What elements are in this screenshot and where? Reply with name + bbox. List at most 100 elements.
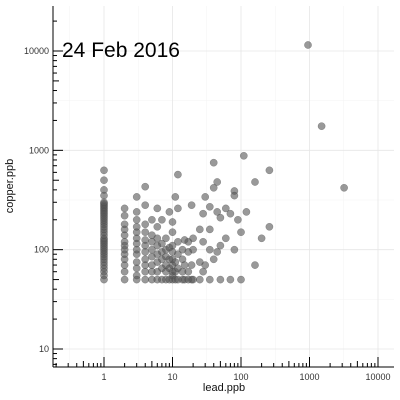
data-point [226, 275, 235, 284]
data-point [100, 198, 108, 207]
data-point [242, 208, 251, 216]
data-point [120, 211, 129, 220]
x-tick-label: 10000 [365, 372, 390, 382]
data-point [120, 275, 129, 284]
data-point [216, 213, 225, 222]
data-point [234, 215, 242, 224]
data-point [199, 267, 207, 276]
data-point [257, 234, 266, 243]
data-point [304, 41, 312, 49]
y-axis-title: copper.ppb [4, 159, 16, 213]
x-tick-labels: 1 10 100 1000 10000 [101, 372, 390, 382]
data-point [237, 228, 245, 237]
data-point [174, 250, 182, 259]
data-point [168, 228, 177, 237]
data-point [180, 261, 189, 269]
data-point [141, 228, 150, 237]
data-point [209, 183, 218, 192]
data-point [165, 208, 174, 216]
data-point [141, 275, 150, 284]
y-tick-labels: 10 100 1000 10000 [24, 46, 49, 354]
data-point [265, 166, 274, 175]
data-point [213, 178, 222, 186]
data-point [221, 234, 230, 243]
x-tick-label: 10 [167, 372, 177, 382]
data-point [216, 275, 225, 284]
data-point [230, 191, 239, 200]
y-tick-label: 10 [39, 344, 49, 354]
data-point [205, 275, 214, 284]
minor-gridlines [53, 6, 394, 367]
data-point [189, 275, 197, 284]
data-point [221, 204, 230, 213]
data-point [251, 178, 259, 186]
data-point [171, 193, 180, 201]
data-point [317, 122, 326, 131]
data-point [199, 237, 207, 246]
data-point [153, 222, 162, 231]
data-point [265, 222, 274, 231]
data-point [226, 209, 235, 218]
data-point [100, 186, 108, 194]
data-point [168, 241, 177, 250]
data-point [209, 255, 218, 264]
data-point [158, 215, 166, 224]
data-point [205, 225, 214, 234]
x-tick-label: 1 [101, 372, 106, 382]
data-point [237, 275, 245, 284]
data-point [158, 239, 166, 248]
data-point [141, 236, 150, 244]
data-point [168, 218, 177, 226]
axes [52, 6, 394, 368]
data-point [153, 234, 162, 243]
x-tick-label: 100 [233, 372, 248, 382]
data-point [189, 234, 197, 243]
data-point [132, 215, 141, 224]
chart-title: 24 Feb 2016 [62, 39, 180, 62]
data-point [141, 255, 150, 264]
data-point [199, 209, 207, 218]
data-point [213, 208, 222, 216]
data-point [100, 176, 108, 185]
data-point [132, 258, 141, 266]
data-point [230, 245, 239, 254]
data-point [205, 202, 214, 211]
y-tick-label: 1000 [29, 145, 49, 155]
data-point [201, 193, 210, 201]
y-tick-label: 10000 [24, 46, 49, 56]
data-point [132, 208, 141, 216]
data-point [184, 267, 193, 276]
data-point [141, 201, 150, 210]
data-point [187, 261, 196, 269]
data-point [209, 158, 218, 167]
data-point [100, 166, 108, 175]
data-point [120, 267, 129, 276]
data-point [141, 220, 150, 229]
data-point [148, 245, 156, 254]
x-tick-label: 1000 [299, 372, 319, 382]
data-point [141, 182, 150, 191]
data-point [195, 225, 204, 234]
data-point [174, 170, 182, 179]
data-point [195, 275, 204, 284]
data-point [201, 261, 210, 269]
data-point [162, 234, 170, 243]
data-point [216, 241, 225, 250]
data-point [132, 193, 141, 201]
data-point [213, 248, 222, 256]
data-point [251, 261, 259, 269]
data-point [132, 222, 141, 231]
data-point [187, 201, 196, 210]
data-point [153, 204, 162, 213]
data-point [205, 245, 214, 254]
data-point [174, 204, 182, 213]
y-tick-label: 100 [34, 245, 49, 255]
data-point [239, 151, 248, 160]
data-point [120, 220, 129, 229]
x-axis-title: lead.ppb [203, 382, 245, 394]
data-point [148, 215, 156, 224]
data-point [141, 267, 150, 276]
data-point [174, 237, 182, 246]
data-point [120, 237, 129, 246]
